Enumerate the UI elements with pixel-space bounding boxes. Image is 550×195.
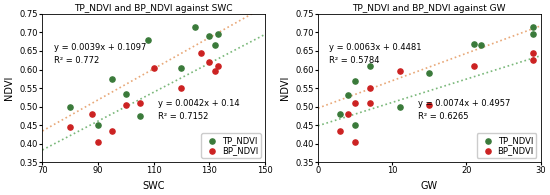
TP_NDVI — [336, 112, 345, 115]
BP_NDVI — [366, 86, 375, 90]
BP_NDVI — [351, 140, 360, 143]
TP_NDVI — [343, 94, 352, 97]
BP_NDVI — [425, 103, 433, 106]
Text: y = 0.0074x + 0.4957: y = 0.0074x + 0.4957 — [418, 99, 510, 108]
BP_NDVI — [336, 129, 345, 132]
BP_NDVI — [94, 140, 102, 143]
TP_NDVI — [211, 44, 219, 47]
TP_NDVI — [395, 105, 404, 108]
TP_NDVI — [529, 33, 537, 36]
BP_NDVI — [88, 112, 97, 115]
TP_NDVI — [66, 105, 75, 108]
Legend: TP_NDVI, BP_NDVI: TP_NDVI, BP_NDVI — [477, 133, 536, 158]
TP_NDVI — [213, 33, 222, 36]
Text: y = 0.0063x + 0.4481: y = 0.0063x + 0.4481 — [329, 43, 422, 51]
TP_NDVI — [94, 123, 102, 127]
TP_NDVI — [108, 77, 117, 80]
TP_NDVI — [469, 42, 478, 45]
BP_NDVI — [529, 59, 537, 62]
BP_NDVI — [135, 101, 144, 104]
BP_NDVI — [529, 51, 537, 54]
TP_NDVI — [425, 72, 433, 75]
BP_NDVI — [213, 64, 222, 67]
TP_NDVI — [351, 123, 360, 127]
Y-axis label: NDVI: NDVI — [4, 76, 14, 100]
TP_NDVI — [529, 25, 537, 28]
X-axis label: GW: GW — [421, 181, 438, 191]
Text: y = 0.0042x + 0.14: y = 0.0042x + 0.14 — [158, 99, 240, 108]
Text: y = 0.0039x + 0.1097: y = 0.0039x + 0.1097 — [53, 43, 146, 51]
TP_NDVI — [135, 114, 144, 117]
TP_NDVI — [366, 64, 375, 67]
BP_NDVI — [196, 51, 205, 54]
Y-axis label: NDVI: NDVI — [280, 76, 290, 100]
BP_NDVI — [395, 70, 404, 73]
TP_NDVI — [122, 92, 130, 95]
BP_NDVI — [211, 70, 219, 73]
TP_NDVI — [477, 44, 486, 47]
Text: R² = 0.772: R² = 0.772 — [53, 56, 99, 65]
Title: TP_NDVI and BP_NDVI against GW: TP_NDVI and BP_NDVI against GW — [353, 4, 506, 13]
BP_NDVI — [351, 101, 360, 104]
BP_NDVI — [366, 101, 375, 104]
Text: R² = 0.5784: R² = 0.5784 — [329, 56, 379, 65]
BP_NDVI — [108, 129, 117, 132]
TP_NDVI — [144, 38, 152, 41]
TP_NDVI — [191, 25, 200, 28]
Legend: TP_NDVI, BP_NDVI: TP_NDVI, BP_NDVI — [201, 133, 261, 158]
TP_NDVI — [177, 66, 186, 69]
BP_NDVI — [122, 103, 130, 106]
BP_NDVI — [149, 66, 158, 69]
Title: TP_NDVI and BP_NDVI against SWC: TP_NDVI and BP_NDVI against SWC — [74, 4, 233, 13]
Text: R² = 0.7152: R² = 0.7152 — [158, 112, 208, 121]
BP_NDVI — [177, 86, 186, 90]
TP_NDVI — [205, 35, 214, 38]
BP_NDVI — [205, 60, 214, 64]
BP_NDVI — [343, 112, 352, 115]
TP_NDVI — [351, 79, 360, 82]
BP_NDVI — [469, 64, 478, 67]
BP_NDVI — [66, 125, 75, 129]
Text: R² = 0.6265: R² = 0.6265 — [418, 112, 469, 121]
X-axis label: SWC: SWC — [142, 181, 165, 191]
